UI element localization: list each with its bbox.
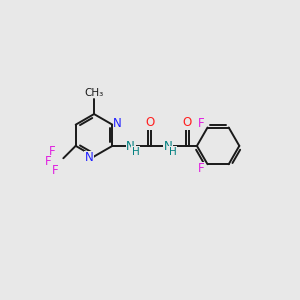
Text: N: N: [113, 117, 122, 130]
Text: N: N: [126, 140, 135, 153]
Text: H: H: [169, 147, 177, 157]
Text: CH₃: CH₃: [84, 88, 104, 98]
Text: N: N: [164, 140, 172, 153]
Text: F: F: [49, 145, 56, 158]
Text: H: H: [131, 147, 139, 157]
Text: F: F: [198, 117, 204, 130]
Text: F: F: [52, 164, 59, 176]
Text: N: N: [84, 152, 93, 164]
Text: F: F: [198, 162, 204, 175]
Text: O: O: [145, 116, 154, 129]
Text: O: O: [183, 116, 192, 129]
Text: F: F: [45, 155, 51, 168]
